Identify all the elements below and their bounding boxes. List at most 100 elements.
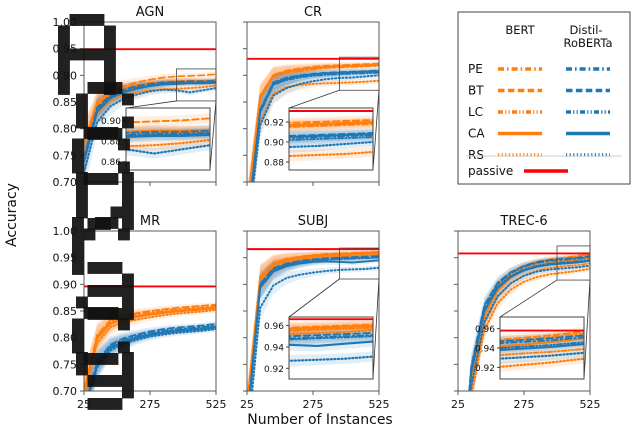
panel-title-subj: SUBJ — [298, 214, 329, 229]
y-tick-label: 1.00 — [53, 16, 78, 29]
band-rs-bert — [84, 307, 216, 391]
series-ca-droberta — [468, 259, 590, 391]
inset-series-ca — [500, 337, 584, 348]
inset-series-pe — [289, 134, 373, 139]
series-rs-bert — [251, 79, 379, 182]
inset-series-bt — [289, 332, 373, 338]
y-tick-label: 0.80 — [53, 332, 78, 345]
inset-connector — [288, 278, 340, 318]
panel-agn: 0.70 0.75 0.80 0.85 0.90 0.95 1.00 AGN 0.86 0.88 0… — [53, 5, 217, 189]
band-rs-droberta — [84, 85, 216, 182]
band-rs-bert — [470, 266, 590, 391]
x-tick-label: 25 — [77, 398, 91, 411]
inset-series-bt — [126, 117, 210, 124]
band-bt-droberta — [84, 321, 216, 391]
series-pe-bert — [84, 305, 216, 391]
legend-header-distilroberta: Distil- — [569, 23, 602, 37]
inset-source-rect — [175, 68, 217, 102]
legend-row-label-passive: passive — [468, 164, 513, 178]
band-rs-bert — [84, 82, 216, 173]
inset-series-lc — [500, 348, 584, 357]
inset-band — [289, 147, 373, 162]
inset-y-tick-label: 0.88 — [264, 159, 284, 169]
panel-body-mr — [84, 285, 216, 391]
y-tick-label: 0.70 — [53, 176, 78, 189]
series-ca-droberta — [84, 81, 216, 163]
series-pe-droberta — [88, 324, 216, 391]
inset-series-ca — [289, 340, 373, 347]
inset-series-ca — [126, 133, 210, 138]
series-bt-droberta — [84, 79, 216, 159]
inset-series-bt — [126, 129, 210, 134]
x-tick-label: 275 — [303, 398, 324, 411]
inset-y-tick-label: 0.92 — [475, 364, 495, 374]
inset-connector — [372, 278, 380, 380]
inset-band — [289, 132, 373, 146]
inset-y-tick-label: 0.94 — [264, 343, 284, 353]
inset-bg — [126, 108, 210, 170]
series-rs-droberta — [252, 74, 379, 182]
band-lc-droberta — [468, 257, 590, 391]
inset-y-tick-label: 0.92 — [264, 365, 284, 375]
y-tick-label: 0.85 — [53, 96, 78, 109]
band-lc-droberta — [84, 323, 216, 391]
inset-body — [289, 318, 373, 367]
inset-series-lc — [126, 128, 210, 133]
inset-series-lc — [289, 326, 373, 332]
series-lc-bert — [247, 252, 379, 391]
x-tick-label: 525 — [369, 398, 390, 411]
inset-series-ca — [289, 120, 373, 127]
inset-connector — [288, 89, 340, 109]
inset-series-rs — [500, 351, 584, 360]
panel-trec-6: 25 275 525 TREC-6 0.92 0.94 0.96 — [451, 214, 601, 411]
panel-body-cr — [247, 57, 379, 182]
series-rs-bert — [84, 308, 216, 391]
inset-series-rs — [126, 138, 210, 148]
inset-series-bt — [500, 334, 584, 343]
inset-series-bt — [289, 132, 373, 137]
inset-source-rect — [338, 56, 380, 91]
inset-series-rs — [500, 357, 584, 368]
legend-row-label-lc: LC — [468, 105, 483, 119]
inset-body — [289, 110, 373, 162]
inset-source-rect — [556, 245, 591, 281]
legend-row-label-bt: BT — [468, 84, 484, 98]
panel-title-mr: MR — [140, 214, 160, 229]
x-tick-label: 275 — [514, 398, 535, 411]
x-tick-label: 25 — [240, 398, 254, 411]
inset-connector — [125, 100, 177, 109]
inset-y-tick-label: 0.88 — [101, 138, 121, 148]
series-ca-bert — [247, 251, 379, 391]
y-tick-label: 0.80 — [53, 123, 78, 136]
series-ca-bert — [249, 63, 379, 182]
inset-series-pe — [289, 123, 373, 128]
legend-row-label-ca: CA — [468, 127, 485, 141]
legend: BERT Distil-RoBERTa PE BT LC CA RS passive — [457, 11, 631, 185]
panel-cr: CR 0.88 0.90 0.92 — [243, 5, 380, 186]
inset-band — [289, 137, 373, 153]
inset-connector — [583, 280, 591, 380]
inset-body — [500, 326, 584, 373]
inset-series-bt — [500, 330, 584, 341]
panel-body-trec-6 — [458, 251, 590, 391]
legend-row-label-pe: PE — [468, 62, 483, 76]
inset-connector — [372, 90, 380, 171]
y-tick-label: 0.90 — [53, 278, 78, 291]
inset-series-pe — [289, 325, 373, 331]
series-rs-droberta — [251, 266, 379, 391]
y-tick-label: 0.70 — [53, 385, 78, 398]
series-bt-bert — [84, 303, 216, 390]
inset-series-ca — [126, 130, 210, 135]
inset-series-ca — [289, 324, 373, 330]
legend-frame — [457, 11, 631, 185]
inset-body — [126, 113, 210, 159]
series-ca-droberta — [251, 70, 379, 182]
series-bt-droberta — [468, 255, 590, 391]
inset-band — [289, 128, 373, 142]
inset-series-lc — [289, 335, 373, 341]
panel-title-cr: CR — [304, 5, 322, 20]
x-tick-label: 525 — [580, 398, 601, 411]
inset-series-rs — [289, 150, 373, 158]
